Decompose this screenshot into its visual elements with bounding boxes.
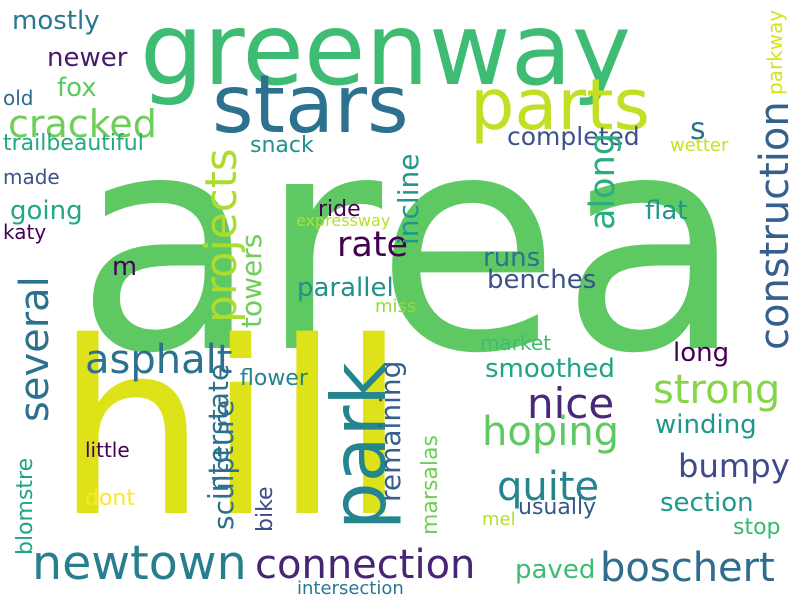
word-connection: connection <box>255 542 476 588</box>
word-remaining: remaining <box>374 360 407 502</box>
word-construction: construction <box>752 101 798 350</box>
word-hoping: hoping <box>482 409 620 455</box>
word-flower: flower <box>240 366 308 391</box>
word-smoothed: smoothed <box>485 354 615 384</box>
word-parkway: parkway <box>763 9 787 95</box>
word-stars: stars <box>212 58 409 151</box>
word-winding: winding <box>655 410 757 440</box>
word-greenway: greenway <box>140 0 632 108</box>
word-sculpture: sculpture <box>207 399 240 530</box>
word-section: section <box>660 488 754 518</box>
word-fox: fox <box>57 73 97 103</box>
word-benches: benches <box>487 265 597 295</box>
word-newer: newer <box>47 43 128 73</box>
word-made: made <box>3 165 60 189</box>
word-paved: paved <box>515 555 596 585</box>
word-runs: runs <box>483 243 541 273</box>
word-snack: snack <box>250 133 314 158</box>
word-strong: strong <box>653 367 781 413</box>
word-parts: parts <box>470 64 651 146</box>
word-nice: nice <box>527 379 615 428</box>
word-newtown: newtown <box>32 536 247 591</box>
word-blomstre: blomstre <box>13 457 38 555</box>
word-completed: completed <box>507 122 640 151</box>
word-mostly: mostly <box>12 6 100 36</box>
word-mel: mel <box>482 509 516 530</box>
word-cracked: cracked <box>8 102 157 146</box>
word-parallel: parallel <box>297 273 394 303</box>
word-trailbeautiful: trailbeautiful <box>3 131 144 156</box>
word-hill: hill <box>55 290 408 570</box>
word-several: several <box>12 276 58 422</box>
word-incline: incline <box>392 153 425 245</box>
word-boschert: boschert <box>600 545 775 591</box>
word-stop: stop <box>733 515 781 540</box>
word-miss: miss <box>375 296 417 317</box>
word-along: along <box>583 133 623 230</box>
word-wetter: wetter <box>670 135 729 156</box>
word-old: old <box>3 86 34 110</box>
word-bumpy: bumpy <box>678 447 790 485</box>
word-market: market <box>480 331 551 355</box>
word-little: little <box>85 438 130 462</box>
word-going: going <box>10 196 83 226</box>
word-marsalas: marsalas <box>418 435 443 535</box>
word-intersection: intersection <box>297 578 404 599</box>
word-m: m <box>112 252 138 282</box>
word-rate: rate <box>337 225 409 265</box>
word-flat: flat <box>645 196 688 226</box>
word-expressway: expressway <box>296 211 391 230</box>
word-usually: usually <box>518 495 597 520</box>
word-ride: ride <box>318 197 361 222</box>
word-long: long <box>673 338 730 368</box>
word-towers: towers <box>235 233 268 328</box>
word-dont: dont <box>85 486 135 511</box>
word-s: s <box>690 112 706 147</box>
word-katy: katy <box>3 220 47 244</box>
word-area: area <box>75 70 744 419</box>
word-bike: bike <box>253 486 278 532</box>
word-asphalt: asphalt <box>85 337 233 383</box>
word-quite: quite <box>497 464 600 510</box>
